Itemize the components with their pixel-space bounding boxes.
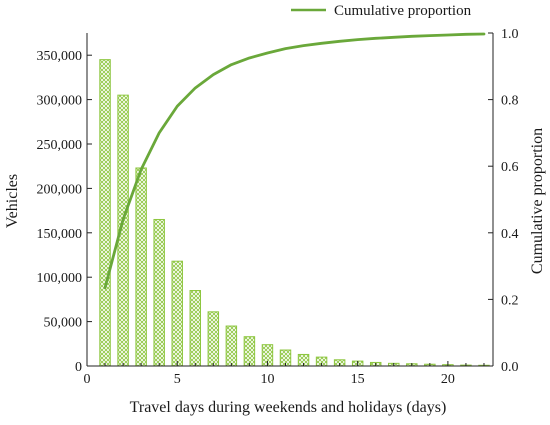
y2-tick-label: 0.6 bbox=[501, 160, 519, 175]
bar bbox=[243, 336, 256, 367]
x-tick-label: 10 bbox=[260, 372, 274, 387]
y2-axis-title: Cumulative proportion bbox=[529, 128, 546, 274]
x-tick-label: 20 bbox=[441, 372, 455, 387]
legend-label: Cumulative proportion bbox=[334, 3, 472, 19]
y2-tick-label: 0.2 bbox=[501, 293, 519, 308]
x-tick-label: 15 bbox=[351, 372, 365, 387]
bar bbox=[153, 218, 165, 367]
y-tick-label: 200,000 bbox=[37, 182, 83, 197]
y-tick-label: 50,000 bbox=[44, 316, 83, 331]
bar bbox=[99, 59, 111, 367]
y-tick-label: 300,000 bbox=[37, 94, 83, 109]
y2-tick-label: 0.4 bbox=[501, 227, 519, 242]
y2-tick-label: 0.8 bbox=[501, 94, 519, 109]
y-tick-label: 150,000 bbox=[37, 227, 83, 242]
y2-tick-label: 1.0 bbox=[501, 27, 519, 42]
x-tick-label: 0 bbox=[84, 372, 91, 387]
x-axis-title: Travel days during weekends and holidays… bbox=[130, 399, 447, 416]
y-tick-label: 100,000 bbox=[37, 271, 83, 286]
bar bbox=[225, 325, 238, 367]
x-tick-label: 5 bbox=[174, 372, 181, 387]
y-tick-label: 250,000 bbox=[37, 138, 83, 153]
y-axis-title: Vehicles bbox=[4, 174, 21, 228]
bar bbox=[135, 167, 147, 367]
y-tick-label: 350,000 bbox=[37, 49, 83, 64]
bar bbox=[171, 260, 183, 367]
y2-tick-label: 0.0 bbox=[501, 360, 519, 375]
y-tick-label: 0 bbox=[75, 360, 82, 375]
series-line-cumulative-proportion bbox=[103, 32, 486, 290]
bar bbox=[207, 311, 220, 367]
legend: Cumulative proportion bbox=[291, 3, 472, 19]
bar bbox=[189, 290, 201, 367]
